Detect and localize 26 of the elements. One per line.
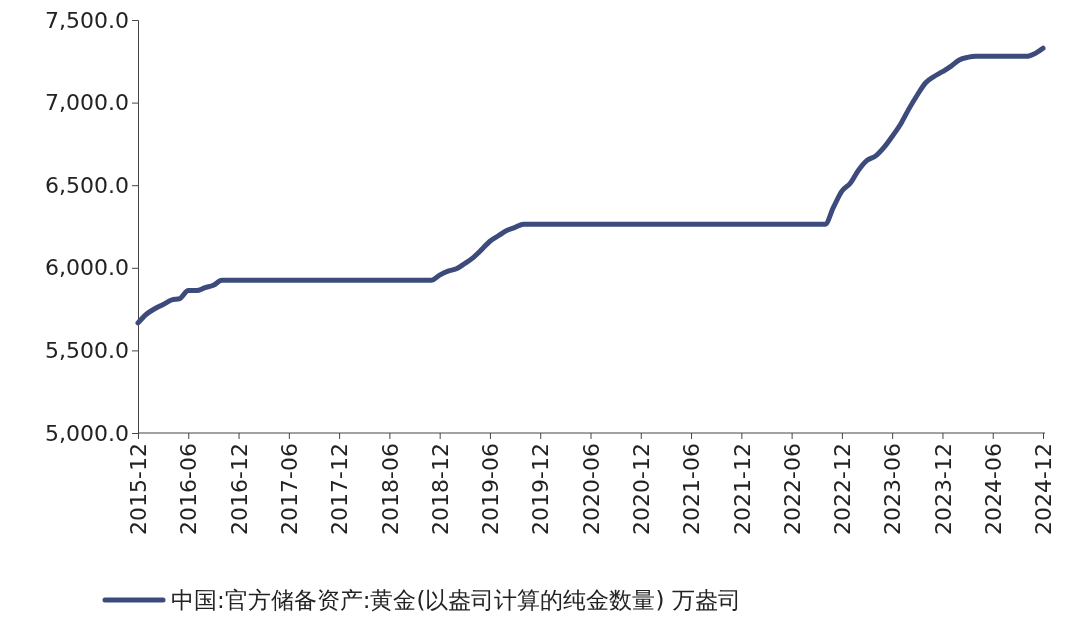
legend-label: 中国:官方储备资产:黄金(以盎司计算的纯金数量) 万盎司 <box>171 587 741 614</box>
x-tick-label: 2023-06 <box>880 443 906 535</box>
x-tick-label: 2022-06 <box>779 443 805 535</box>
x-tick-label: 2019-06 <box>478 443 504 535</box>
x-tick-label: 2016-12 <box>226 443 252 535</box>
x-tick-label: 2024-12 <box>1031 443 1057 535</box>
y-tick-label: 7,500.0 <box>45 7 129 33</box>
x-tick-label: 2017-12 <box>327 443 353 535</box>
x-tick-label: 2018-06 <box>377 443 403 535</box>
x-tick-label: 2017-06 <box>277 443 303 535</box>
y-tick-label: 5,500.0 <box>45 337 129 363</box>
x-tick-label: 2023-12 <box>930 443 956 535</box>
x-tick-label: 2020-12 <box>628 443 654 535</box>
y-tick-label: 6,000.0 <box>45 255 129 281</box>
x-tick-label: 2015-12 <box>126 443 152 535</box>
y-tick-label: 5,000.0 <box>45 420 129 446</box>
x-tick-label: 2016-06 <box>176 443 202 535</box>
x-tick-label: 2022-12 <box>830 443 856 535</box>
x-tick-label: 2020-06 <box>578 443 604 535</box>
x-tick-label: 2024-06 <box>980 443 1006 535</box>
x-tick-label: 2018-12 <box>427 443 453 535</box>
y-tick-label: 6,500.0 <box>45 172 129 198</box>
x-tick-label: 2021-06 <box>679 443 705 535</box>
x-tick-label: 2019-12 <box>528 443 554 535</box>
x-tick-label: 2021-12 <box>729 443 755 535</box>
y-tick-label: 7,000.0 <box>45 90 129 116</box>
